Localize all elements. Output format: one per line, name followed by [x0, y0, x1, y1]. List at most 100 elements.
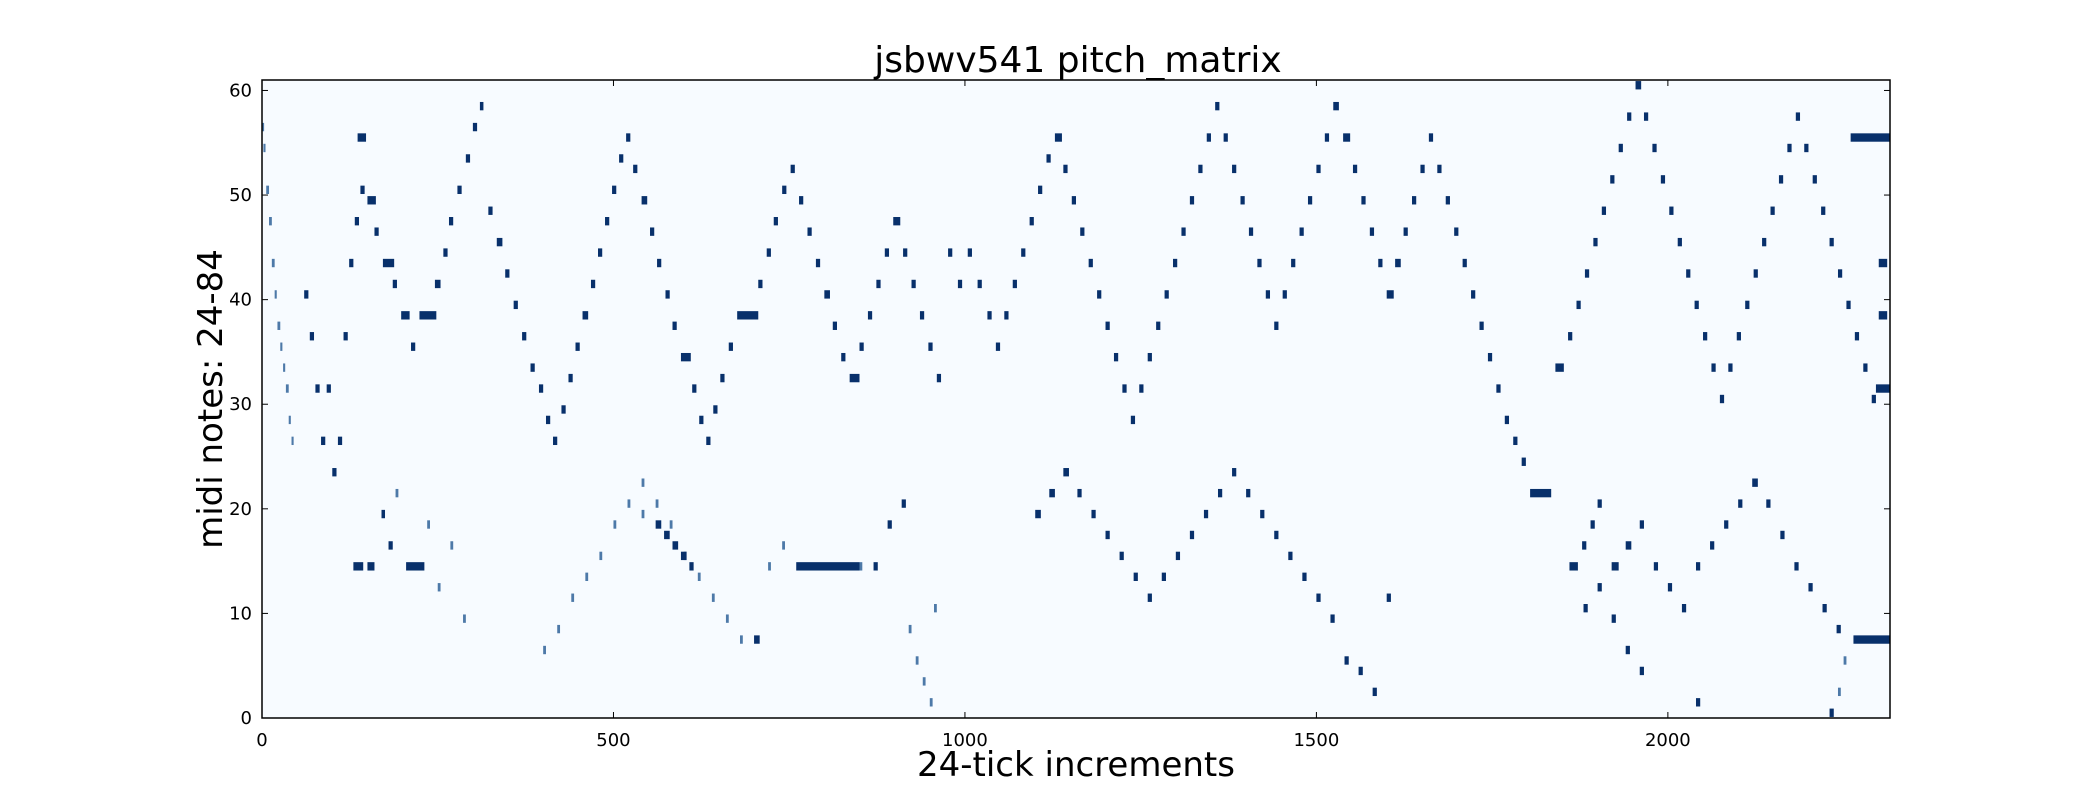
note-cell: [448, 217, 454, 226]
note-cell: [1471, 290, 1476, 299]
note-cell: [1395, 258, 1401, 268]
note-cell: [928, 342, 933, 351]
note-cell: [1063, 164, 1068, 174]
note-cell: [401, 311, 410, 320]
note-cell: [1386, 290, 1394, 299]
note-cell: [987, 311, 992, 320]
note-cell: [277, 321, 281, 330]
x-tick-label: 500: [596, 730, 630, 751]
note-cell: [1133, 572, 1138, 581]
note-cell: [585, 572, 589, 581]
note-cell: [1454, 227, 1459, 236]
note-cell: [599, 551, 603, 561]
note-cell: [766, 248, 771, 257]
y-tick-label: 60: [229, 80, 252, 101]
note-cell: [266, 185, 270, 195]
note-cell: [1853, 635, 1890, 644]
note-cell: [1437, 164, 1442, 174]
note-cell: [1004, 311, 1009, 320]
note-cell: [1265, 290, 1271, 299]
note-cell: [382, 258, 395, 268]
y-tick-label: 0: [241, 708, 252, 729]
note-cell: [1232, 468, 1237, 477]
note-cell: [1173, 258, 1178, 268]
note-cell: [1770, 206, 1775, 215]
note-cell: [711, 593, 715, 602]
note-cell: [1627, 112, 1632, 121]
note-cell: [1738, 499, 1743, 508]
note-cell: [824, 290, 830, 299]
note-cell: [1139, 384, 1144, 393]
note-cell: [1719, 394, 1725, 404]
note-cell: [672, 321, 677, 330]
note-cell: [1097, 290, 1102, 299]
note-cell: [815, 258, 821, 268]
note-cell: [1583, 604, 1588, 613]
x-tick-label: 1000: [942, 730, 988, 751]
note-cell: [1105, 321, 1110, 330]
y-tick-label: 50: [229, 185, 252, 206]
note-cell: [706, 436, 711, 446]
note-cell: [1479, 321, 1484, 330]
note-cell: [1875, 384, 1890, 393]
note-cell: [903, 248, 908, 257]
plot-frame: [261, 79, 1891, 719]
note-cell: [571, 593, 575, 602]
note-cell: [859, 562, 863, 571]
note-cell: [725, 614, 729, 623]
note-cell: [1077, 488, 1082, 498]
note-cell: [269, 217, 272, 226]
note-cell: [557, 624, 561, 634]
note-cell: [1681, 604, 1687, 613]
note-cell: [1130, 415, 1136, 425]
note-cell: [332, 468, 337, 477]
x-tick-label: 2000: [1645, 730, 1691, 751]
note-cell: [1352, 164, 1358, 174]
note-cell: [859, 342, 864, 351]
note-cell: [626, 133, 631, 142]
note-cell: [1711, 363, 1716, 372]
note-cell: [740, 635, 743, 644]
note-cell: [957, 279, 963, 289]
note-cell: [419, 311, 437, 320]
note-cell: [1753, 269, 1758, 278]
note-cell: [1667, 583, 1673, 592]
note-cell: [262, 122, 265, 132]
note-cell: [720, 373, 725, 383]
note-cell: [1878, 311, 1888, 320]
note-cell: [1590, 520, 1595, 529]
note-cell: [1038, 185, 1043, 195]
note-cell: [1555, 363, 1564, 372]
plot-area: [262, 80, 1890, 718]
note-cell: [1611, 614, 1616, 623]
note-cell: [496, 237, 503, 247]
note-cell: [538, 384, 544, 393]
note-cell: [1324, 133, 1330, 142]
note-cell: [1752, 478, 1758, 487]
note-cell: [321, 436, 326, 446]
note-cell: [406, 562, 425, 571]
note-cell: [1843, 656, 1847, 665]
note-cell: [1122, 384, 1127, 393]
note-cell: [1829, 237, 1834, 247]
note-cell: [582, 311, 589, 320]
note-cell: [443, 248, 448, 257]
note-cell: [1846, 300, 1851, 310]
note-cell: [315, 384, 320, 393]
note-cell: [995, 342, 1001, 351]
note-cell: [1703, 332, 1708, 341]
note-cell: [1012, 279, 1017, 289]
note-cell: [1343, 133, 1351, 142]
note-cell: [796, 562, 860, 571]
note-cell: [575, 342, 580, 351]
note-cell: [1568, 332, 1573, 341]
note-cell: [1871, 394, 1876, 404]
note-cell: [450, 541, 454, 550]
note-cell: [1248, 227, 1254, 236]
note-cell: [1035, 509, 1041, 519]
note-cell: [1513, 436, 1518, 446]
note-cell: [1611, 562, 1619, 571]
note-cell: [1217, 488, 1223, 498]
note-cell: [374, 227, 379, 236]
note-cell: [1794, 562, 1799, 571]
